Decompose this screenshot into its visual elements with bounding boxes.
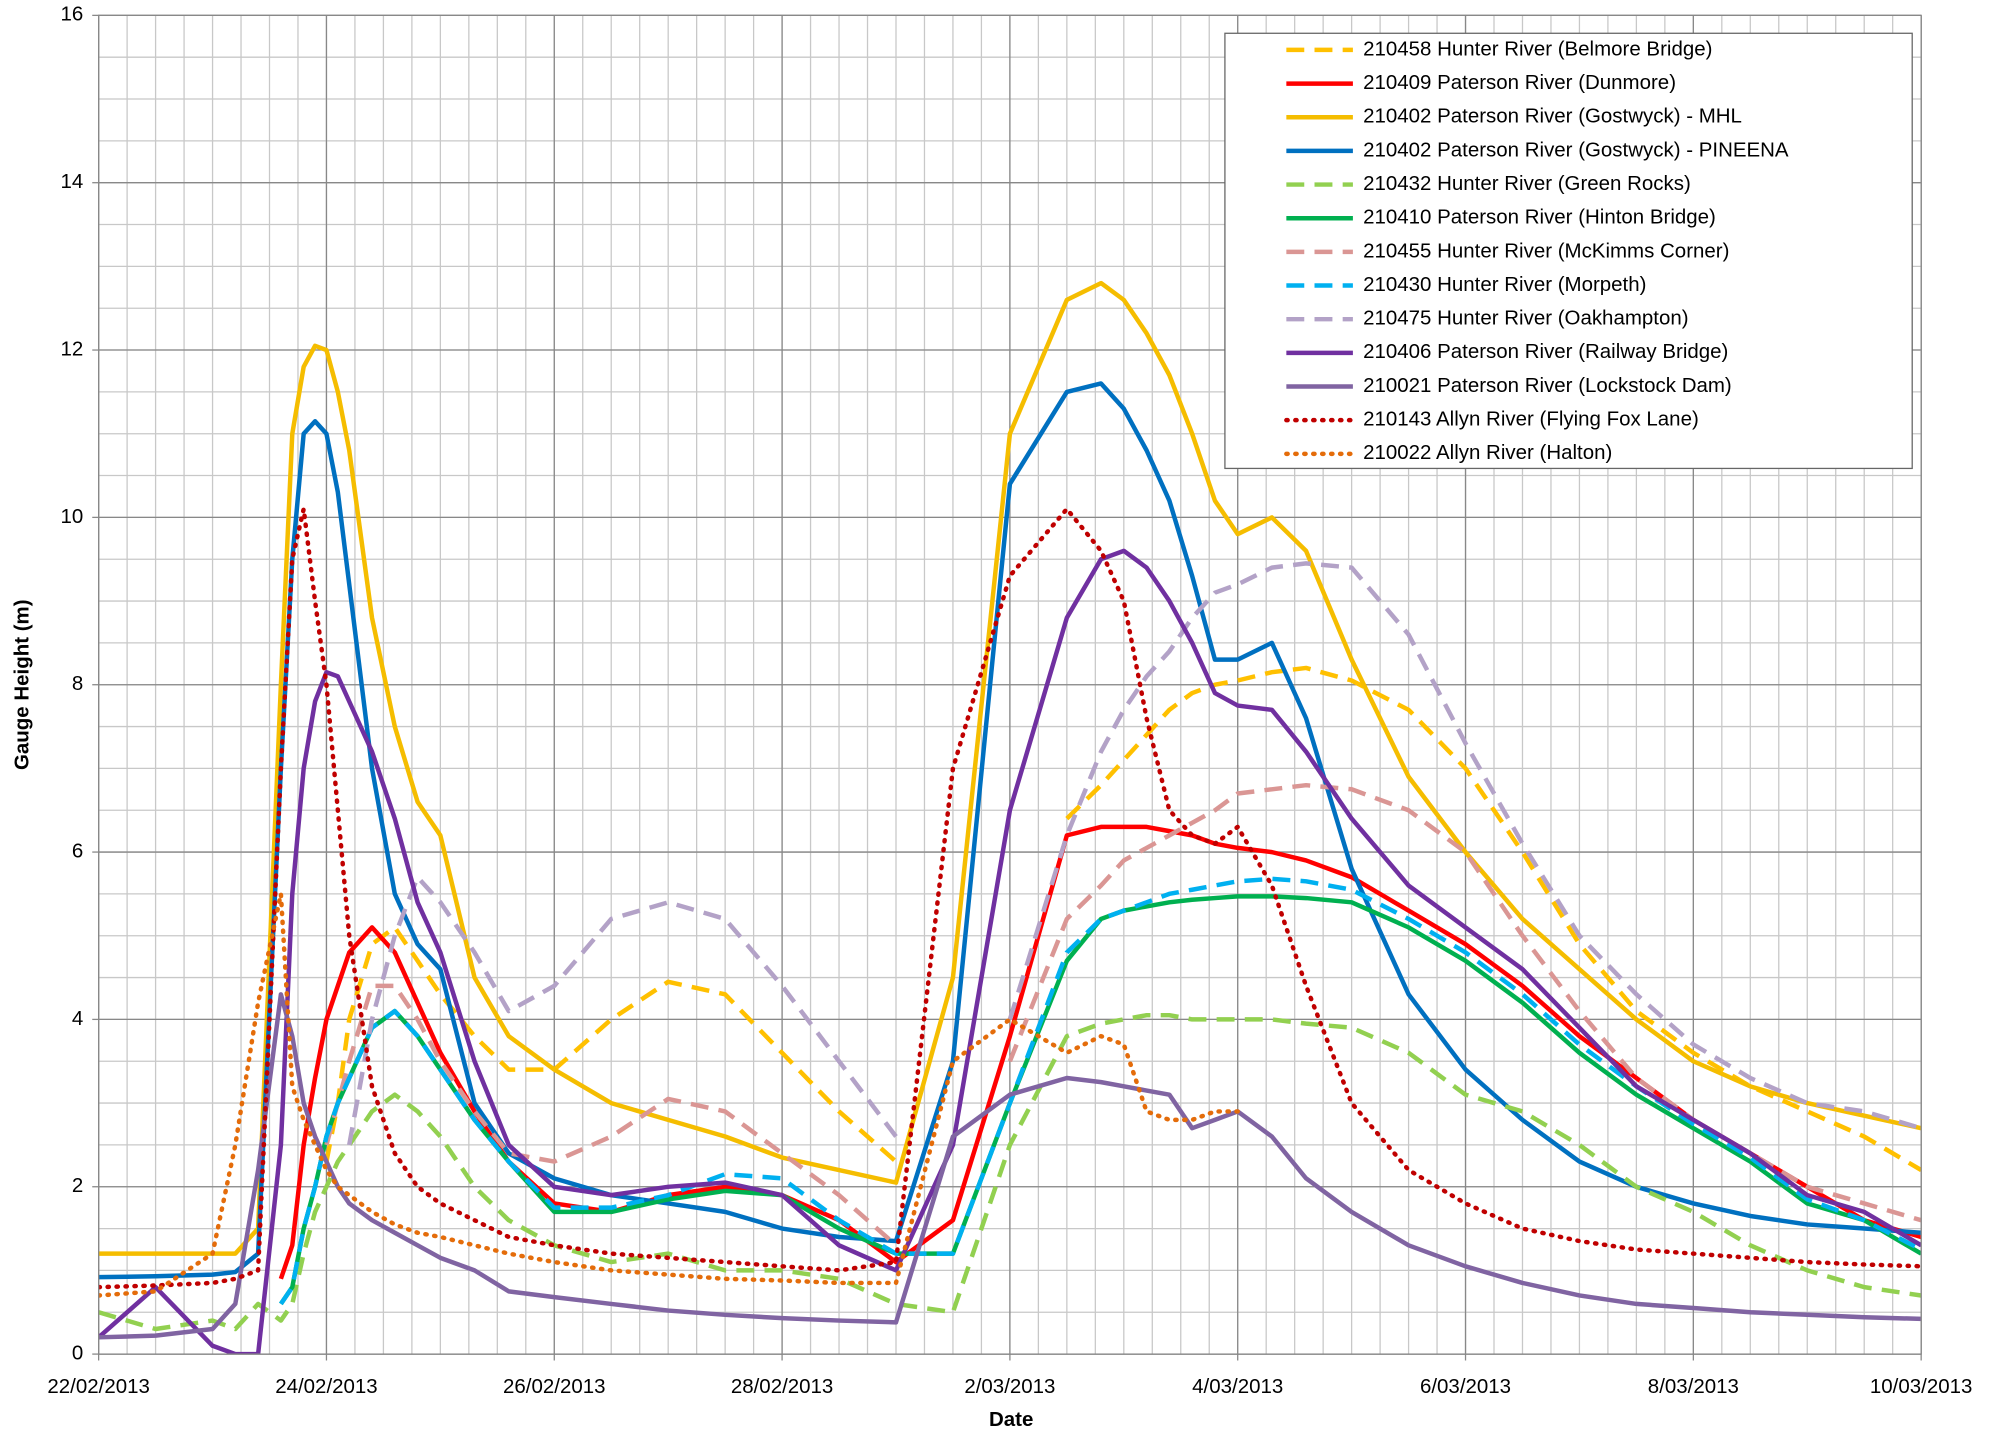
series-line <box>347 561 1922 1146</box>
legend-label: 210143 Allyn River (Flying Fox Lane) <box>1363 408 1699 431</box>
series-line <box>98 506 1922 1290</box>
legend-label: 210458 Hunter River (Belmore Bridge) <box>1363 37 1712 60</box>
y-tick-label: 0 <box>72 1341 83 1364</box>
legend: 210458 Hunter River (Belmore Bridge) 2104… <box>1224 32 1913 470</box>
legend-label: 210410 Paterson River (Hinton Bridge) <box>1363 206 1716 229</box>
legend-label: 210022 Allyn River (Halton) <box>1363 441 1612 464</box>
plot-lines <box>98 280 1922 1355</box>
x-tick-label: 4/03/2013 <box>1192 1375 1283 1398</box>
series-line <box>98 548 1922 1355</box>
plot-frame <box>98 14 1922 1355</box>
series-line <box>278 824 1922 1280</box>
y-tick-label: 6 <box>72 839 83 862</box>
series-line <box>98 891 1240 1298</box>
y-axis-label: Gauge Height (m) <box>11 599 34 770</box>
legend-label: 210432 Hunter River (Green Rocks) <box>1363 172 1691 195</box>
x-tick-label: 8/03/2013 <box>1648 1375 1739 1398</box>
x-tick-label: 24/02/2013 <box>275 1375 377 1398</box>
y-tick-label: 16 <box>61 3 84 26</box>
y-tick-label: 2 <box>72 1174 83 1197</box>
x-axis-label: Date <box>989 1408 1033 1431</box>
legend-box <box>1224 32 1913 470</box>
axis-labels: 0 2 4 6 8 10 12 14 16 22/02/2013 24/02/2013 26/02/2… <box>47 3 1972 1398</box>
x-tick-label: 22/02/2013 <box>47 1375 149 1398</box>
x-tick-label: 28/02/2013 <box>731 1375 833 1398</box>
y-tick-label: 4 <box>72 1007 83 1030</box>
legend-label: 210455 Hunter River (McKimms Corner) <box>1363 239 1729 262</box>
x-tick-label: 6/03/2013 <box>1420 1375 1511 1398</box>
series-line <box>98 992 1922 1340</box>
legend-label: 210475 Hunter River (Oakhampton) <box>1363 307 1688 330</box>
x-tick-label: 10/03/2013 <box>1870 1375 1972 1398</box>
legend-label: 210021 Paterson River (Lockstock Dam) <box>1363 374 1732 397</box>
legend-label: 210406 Paterson River (Railway Bridge) <box>1363 340 1728 363</box>
series-line <box>98 1012 1922 1332</box>
legend-label: 210402 Paterson River (Gostwyck) - MHL <box>1363 105 1742 128</box>
y-tick-label: 8 <box>72 672 83 695</box>
x-tick-label: 2/03/2013 <box>964 1375 1055 1398</box>
x-tick-label: 26/02/2013 <box>503 1375 605 1398</box>
legend-label: 210409 Paterson River (Dunmore) <box>1363 71 1676 94</box>
series-line <box>324 665 1922 1172</box>
y-tick-label: 14 <box>61 170 84 193</box>
y-tick-label: 12 <box>61 337 84 360</box>
legend-label: 210430 Hunter River (Morpeth) <box>1363 273 1646 296</box>
legend-label: 210402 Paterson River (Gostwyck) - PINEE… <box>1363 138 1789 161</box>
y-tick-label: 10 <box>61 505 84 528</box>
